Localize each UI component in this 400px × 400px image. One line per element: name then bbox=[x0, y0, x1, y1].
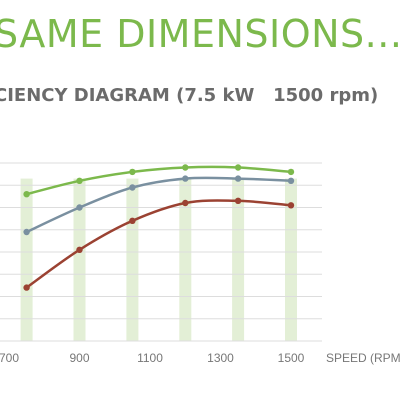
data-point bbox=[129, 168, 136, 176]
highlight-column bbox=[126, 178, 139, 341]
page-headline: SAME DIMENSIONS... I bbox=[0, 12, 400, 56]
data-point bbox=[76, 177, 83, 184]
x-tick-label: 900 bbox=[69, 351, 89, 365]
data-point bbox=[182, 175, 189, 182]
highlight-column bbox=[73, 178, 86, 341]
highlight-column bbox=[232, 178, 245, 341]
x-axis-label: SPEED (RPM) bbox=[326, 351, 400, 365]
data-point bbox=[234, 175, 242, 182]
data-point bbox=[129, 217, 136, 224]
grid-lines bbox=[0, 162, 322, 342]
highlight-columns bbox=[20, 178, 297, 341]
x-tick-labels: 700 900 1100 1300 1500 bbox=[0, 351, 305, 365]
diagram-heading: CIENCY DIAGRAM (7.5 kW 1500 rpm) bbox=[0, 85, 379, 106]
x-tick-label: 700 bbox=[0, 351, 19, 365]
data-point bbox=[287, 168, 295, 176]
series-lines bbox=[25, 165, 292, 289]
data-point bbox=[76, 246, 83, 253]
series-line bbox=[25, 199, 292, 289]
data-point bbox=[76, 204, 83, 211]
data-point bbox=[23, 228, 30, 236]
highlight-column bbox=[179, 178, 192, 341]
data-point bbox=[182, 199, 189, 207]
series-line bbox=[26, 176, 292, 234]
data-point bbox=[23, 191, 30, 198]
x-tick-label: 1100 bbox=[137, 351, 163, 365]
data-point bbox=[234, 197, 242, 204]
data-point bbox=[287, 177, 295, 184]
x-tick-label: 1500 bbox=[278, 351, 305, 365]
x-tick-label: 1300 bbox=[207, 351, 234, 365]
data-point bbox=[287, 202, 295, 209]
highlight-column bbox=[285, 178, 297, 341]
data-point bbox=[129, 184, 136, 191]
highlight-column bbox=[20, 178, 33, 341]
data-point bbox=[234, 164, 242, 171]
data-point bbox=[182, 164, 189, 171]
data-point bbox=[23, 284, 30, 291]
data-points bbox=[23, 164, 295, 291]
series-line bbox=[26, 165, 292, 196]
